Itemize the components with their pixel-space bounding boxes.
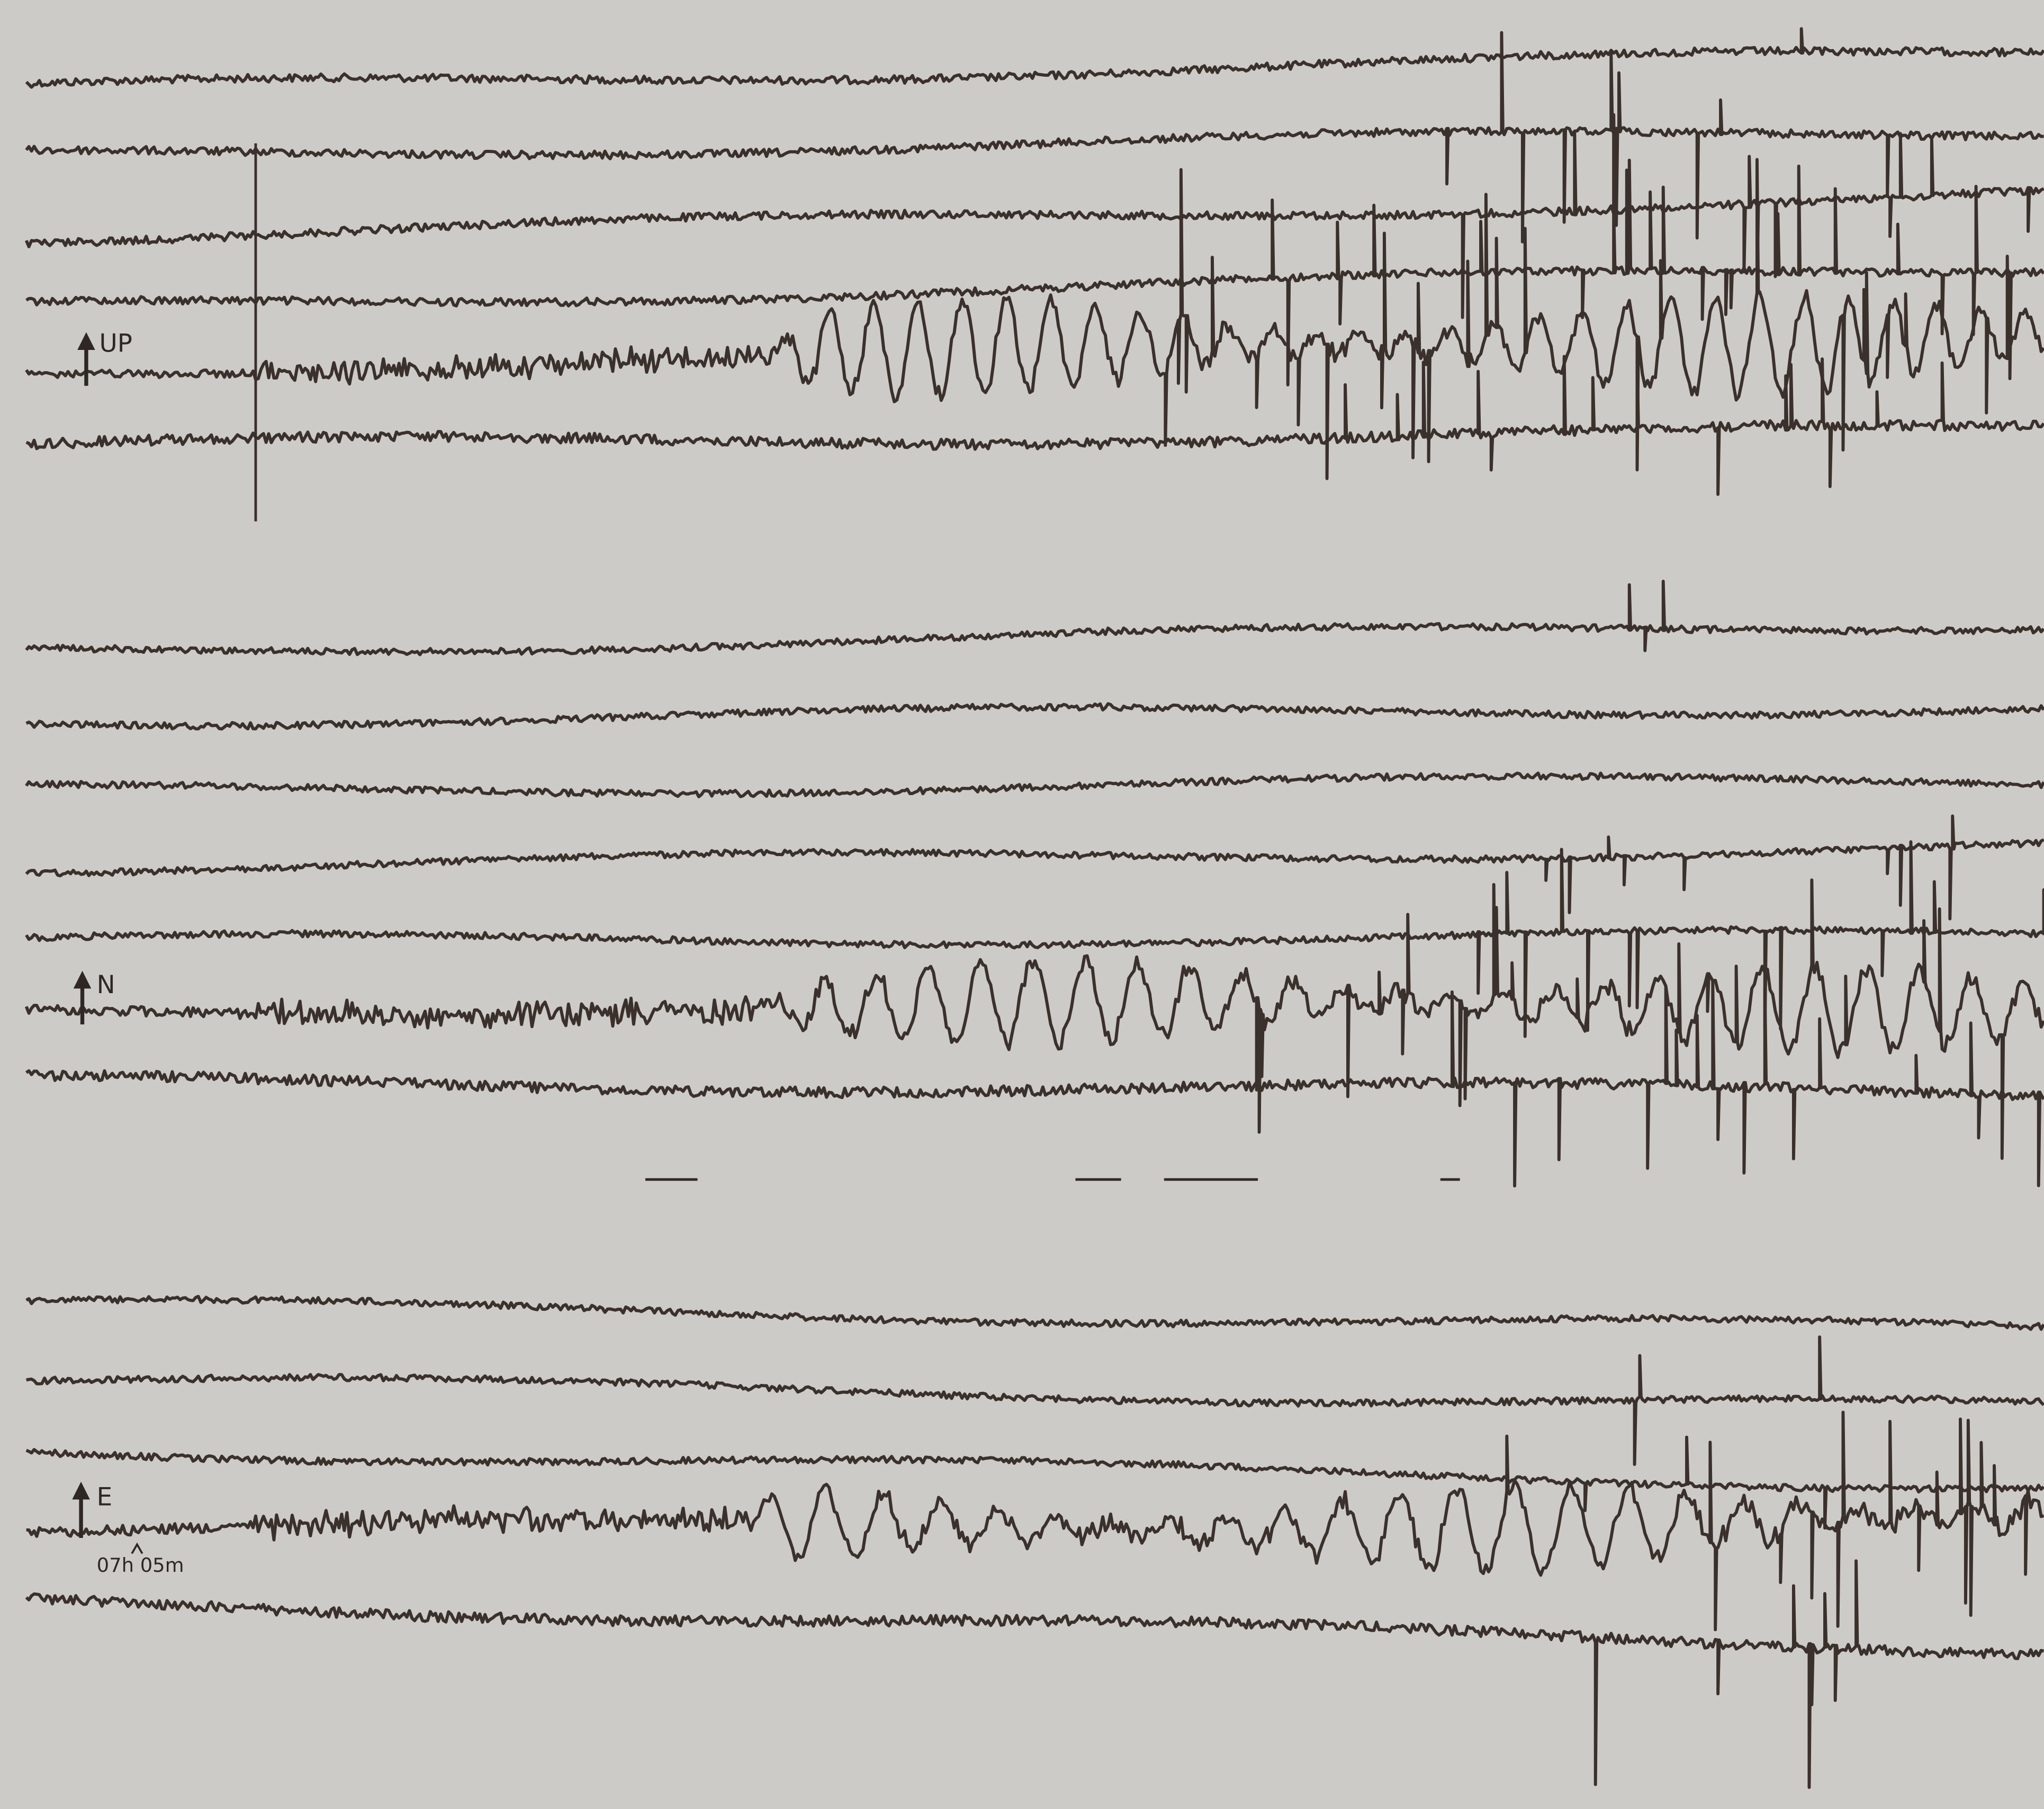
page: {"labels": {"up": "UP", "north": "N", "e… — [0, 0, 2044, 1809]
component-label: N — [97, 971, 115, 1000]
component-label: UP — [100, 330, 132, 358]
component-label: E — [97, 1483, 113, 1511]
time-mark: 07h 05m — [97, 1554, 184, 1577]
seismogram: UP N E 07h 05m — [0, 0, 2044, 1809]
